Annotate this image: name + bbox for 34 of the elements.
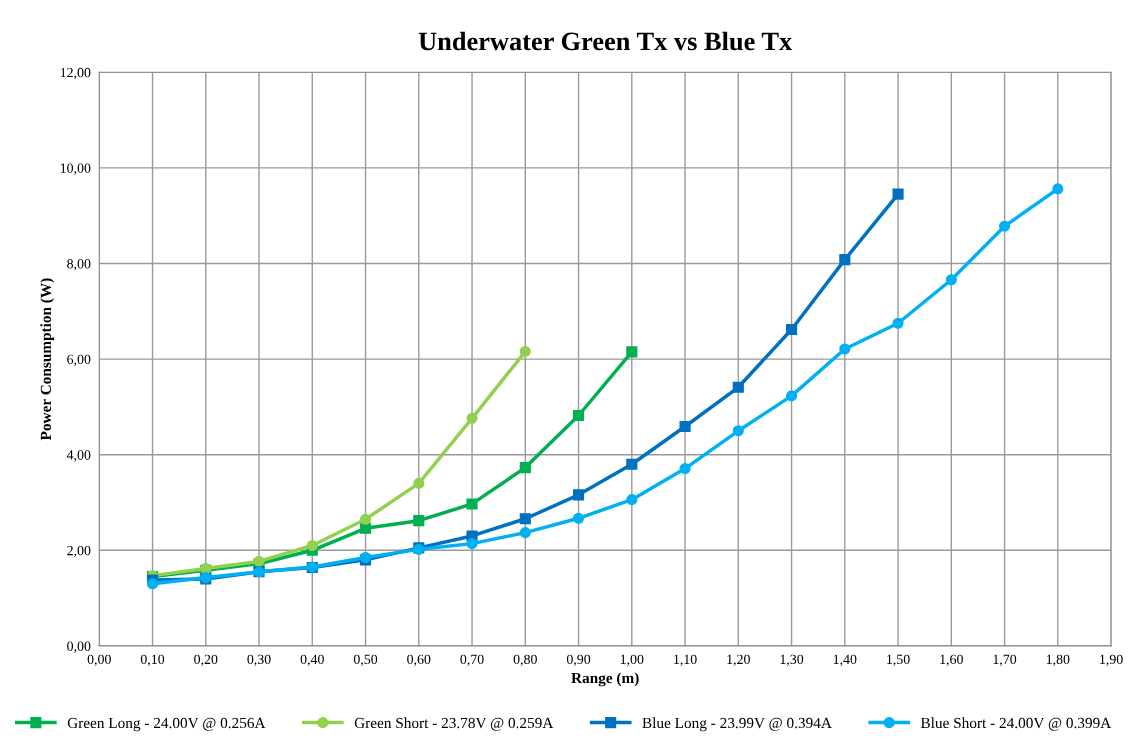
y-tick-label: 6,00 [67,354,91,367]
x-tick-label: 0,30 [247,654,271,667]
x-tick-label: 0,00 [87,654,111,667]
y-tick-label: 0,00 [67,641,91,653]
x-tick-label: 1,80 [1046,654,1070,667]
x-tick-label: 1,50 [887,654,910,667]
x-tick-label: 0,80 [513,654,537,667]
legend-label: Blue Long - 23.99V @ 0.394A [642,717,832,732]
x-tick-label: 0,20 [194,654,218,667]
y-tick-label: 8,00 [67,259,91,271]
x-tick-label: 0,50 [353,654,378,667]
legend-label: Blue Short - 24.00V @ 0.399A [920,717,1112,731]
y-tick-label: 12,00 [60,67,91,80]
x-tick-label: 1,10 [674,654,697,667]
x-tick-label: 1,40 [833,654,857,667]
x-axis-title: Range (m) [571,672,639,687]
x-tick-label: 0,10 [140,654,165,667]
x-tick-label: 1,00 [620,654,644,667]
y-axis-title: Power Consumption (W) [40,278,55,441]
x-tick-label: 0,60 [407,654,431,667]
legend-label: Green Short - 23.78V @ 0.259A [354,717,554,731]
x-tick-label: 1,70 [993,654,1017,667]
legend-label: Green Long - 24.00V @ 0.256A [67,717,266,732]
x-tick-label: 0,90 [566,654,591,667]
chart-title: Underwater Green Tx vs Blue Tx [418,31,793,51]
x-tick-label: 1,60 [940,654,963,667]
x-tick-label: 1,20 [727,654,750,667]
y-tick-label: 2,00 [67,545,91,558]
x-tick-label: 0,40 [300,654,324,667]
y-tick-label: 10,00 [60,163,91,175]
x-tick-label: 1,30 [780,654,804,667]
x-tick-label: 1,90 [1100,654,1123,667]
y-tick-label: 4,00 [66,450,91,462]
x-tick-label: 0,70 [460,654,484,667]
